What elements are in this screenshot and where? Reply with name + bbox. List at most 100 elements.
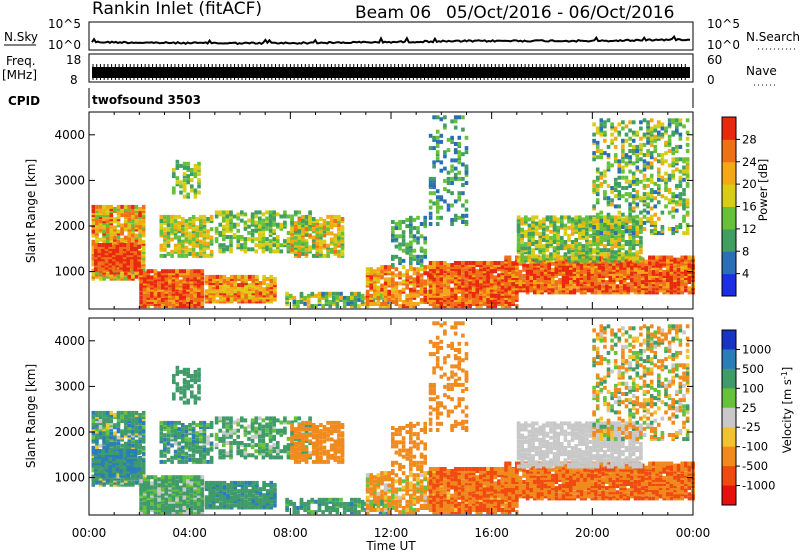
power-cell [464,287,469,292]
power-cell [613,144,618,149]
power-cell [142,287,147,292]
power-cell [240,281,245,286]
power-cell [461,203,465,208]
power-cell [549,219,553,224]
power-cell [184,249,189,254]
power-cell [159,225,164,230]
power-cell [250,239,255,244]
power-cell [193,287,197,292]
power-cell [631,225,636,230]
power-cell [130,247,134,252]
power-cell [98,270,103,275]
power-cell [504,304,508,309]
power-cell [113,207,117,211]
power-cell [432,191,436,196]
power-cell [255,289,259,294]
power-cell [639,120,643,125]
power-cell [189,279,194,284]
power-cell [251,287,256,292]
power-cell [651,261,656,266]
power-cell [639,196,643,201]
power-cell [360,293,365,298]
power-cell [178,289,183,294]
power-cell [160,287,165,292]
power-cell [595,258,600,263]
power-cell [182,291,187,296]
power-cell [439,139,444,144]
power-cell [631,200,636,205]
power-cell [315,235,320,240]
power-cell [604,284,609,289]
power-cell [91,239,96,244]
power-cell [612,288,616,293]
power-cell [479,265,483,270]
velocity-heatmap-cells [91,321,695,515]
power-cell [601,284,605,289]
power-cell [687,259,692,264]
power-cell [443,265,447,270]
power-cell [685,118,690,123]
power-cell [131,211,135,216]
power-cell [658,278,663,283]
power-cell [558,259,562,264]
power-cell [193,168,198,172]
power-cell [443,273,447,278]
power-cell [522,274,526,278]
power-cell [685,157,690,162]
power-cell [493,291,498,296]
power-cell [590,267,595,272]
power-cell [624,186,629,190]
power-cell [195,251,199,256]
power-cell [409,244,413,249]
power-cell [333,251,338,256]
power-cell [493,287,498,292]
power-cell [536,274,541,278]
power-cell [391,232,395,237]
power-cell [549,223,553,228]
power-cell [655,265,659,270]
power-cell [160,275,165,280]
power-cell [405,246,409,251]
power-cell [624,240,629,244]
power-cell [432,265,436,270]
power-cell [507,274,512,278]
power-cell [243,222,248,227]
power-cell [251,289,256,294]
power-cell [236,212,240,217]
power-cell [622,284,627,289]
power-cell [432,160,436,165]
power-cell [536,269,541,274]
power-cell [153,275,158,280]
power-cell [255,285,259,290]
power-cell [333,239,338,244]
power-cell [583,265,587,270]
power-cell [565,284,569,289]
power-cell [617,175,622,180]
power-cell [134,274,139,279]
power-cell [326,243,330,248]
power-cell [597,284,602,289]
power-cell [511,282,515,287]
power-cell [520,258,524,263]
power-cell [104,257,109,262]
power-cell [326,227,330,232]
power-cell [412,267,417,272]
power-cell [461,283,465,288]
power-cell [682,214,686,219]
power-cell [464,213,469,218]
power-cell [660,229,665,234]
power-cell [191,247,196,252]
power-cell [383,267,388,272]
power-cell [112,245,116,249]
power-cell [299,300,304,304]
power-cell [171,300,176,304]
power-cell [353,291,358,296]
power-cell [565,269,569,274]
power-cell [104,253,109,258]
power-cell [104,261,109,266]
power-cell [95,231,99,236]
power-cell [516,219,521,224]
power-cell [206,229,210,234]
power-cell [621,258,625,263]
power-cell [479,267,483,272]
